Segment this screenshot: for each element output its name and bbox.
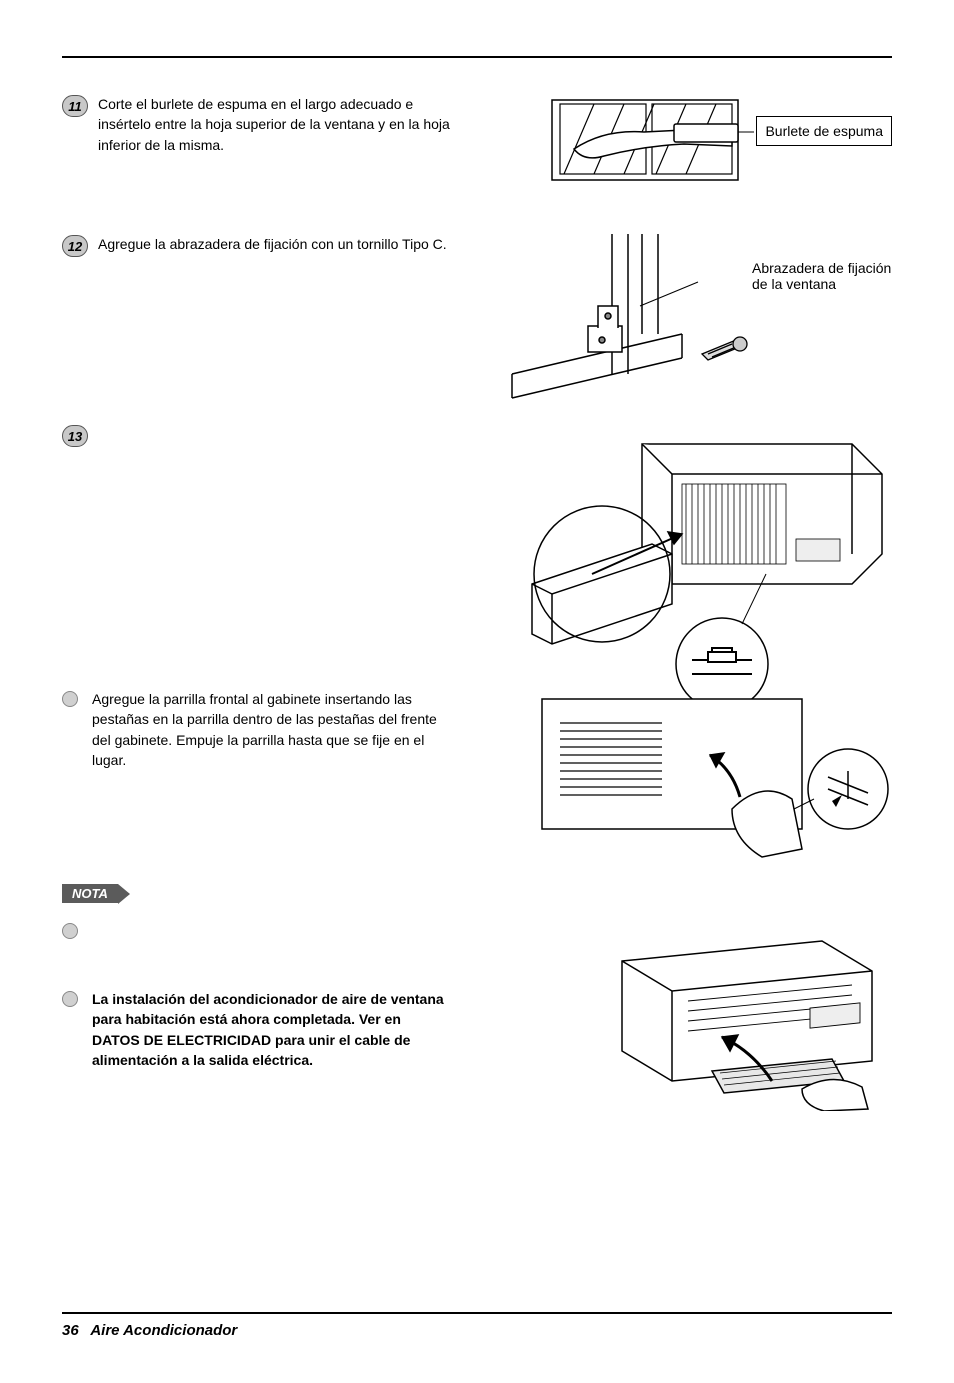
nota-section: La instalación del acondicionador de air… [62,921,892,1116]
step-grille-text: Agregue la parrilla frontal al gabinete … [92,689,452,770]
nota-bullet-1 [62,921,462,939]
step-11-row: 11 Corte el burlete de espuma en el larg… [62,94,892,204]
final-bullet [62,991,78,1007]
step-12-badge: 12 [62,235,88,257]
step-11-text: Corte el burlete de espuma en el largo a… [98,94,458,155]
figure-chassis-slide [512,424,892,719]
step-final: La instalación del acondicionador de air… [62,989,462,1070]
figure-sash-lock: Abrazadera de fijación de la ventana [502,234,892,414]
step-12-text: Agregue la abrazadera de fijación con un… [98,234,447,254]
step-grille-row: Agregue la parrilla frontal al gabinete … [62,689,892,864]
figure-filter-insert [592,921,892,1116]
top-rule [62,56,892,58]
step-13: 13 [62,424,98,447]
grille-bullet [62,691,78,707]
bracket-label: Abrazadera de fijación de la ventana [752,260,892,292]
step-grille: Agregue la parrilla frontal al gabinete … [62,689,452,770]
step-11-badge: 11 [62,95,88,117]
step-12: 12 Agregue la abrazadera de fijación con… [62,234,447,257]
nota-label: NOTA [62,884,118,903]
step-12-row: 12 Agregue la abrazadera de fijación con… [62,234,892,414]
foam-label-line1: Burlete de espuma [765,123,883,139]
page-footer: 36 Aire Acondicionador [62,1312,892,1339]
step-13-row: 13 [62,424,892,719]
step-13-badge: 13 [62,425,88,447]
step-11: 11 Corte el burlete de espuma en el larg… [62,94,458,155]
nota-bullet-1-icon [62,923,78,939]
figure-front-grille [532,689,892,864]
figure-foam-seal: Burlete de espuma [534,94,892,204]
step-final-text: La instalación del acondicionador de air… [92,989,452,1070]
footer-title: Aire Acondicionador [90,1322,237,1339]
page-number: 36 [62,1322,79,1339]
